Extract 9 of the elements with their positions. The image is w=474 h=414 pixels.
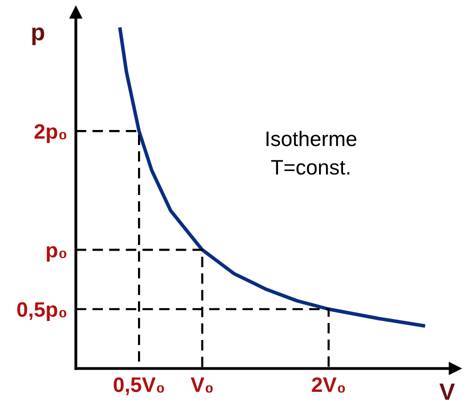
annotation: Isotherme T=const. (266, 130, 356, 175)
y-axis-title: p (32, 27, 44, 46)
x-tick-label: V₀ (190, 378, 213, 393)
y-tick-label: p₀ (46, 246, 66, 262)
x-axis-title: V (439, 384, 455, 400)
y-tick-label: 0,5p₀ (17, 302, 66, 321)
x-tick-label: 0,5V₀ (114, 377, 164, 396)
y-tick-label: 2p₀ (34, 124, 66, 143)
x-tick-label: 2V₀ (312, 377, 345, 393)
